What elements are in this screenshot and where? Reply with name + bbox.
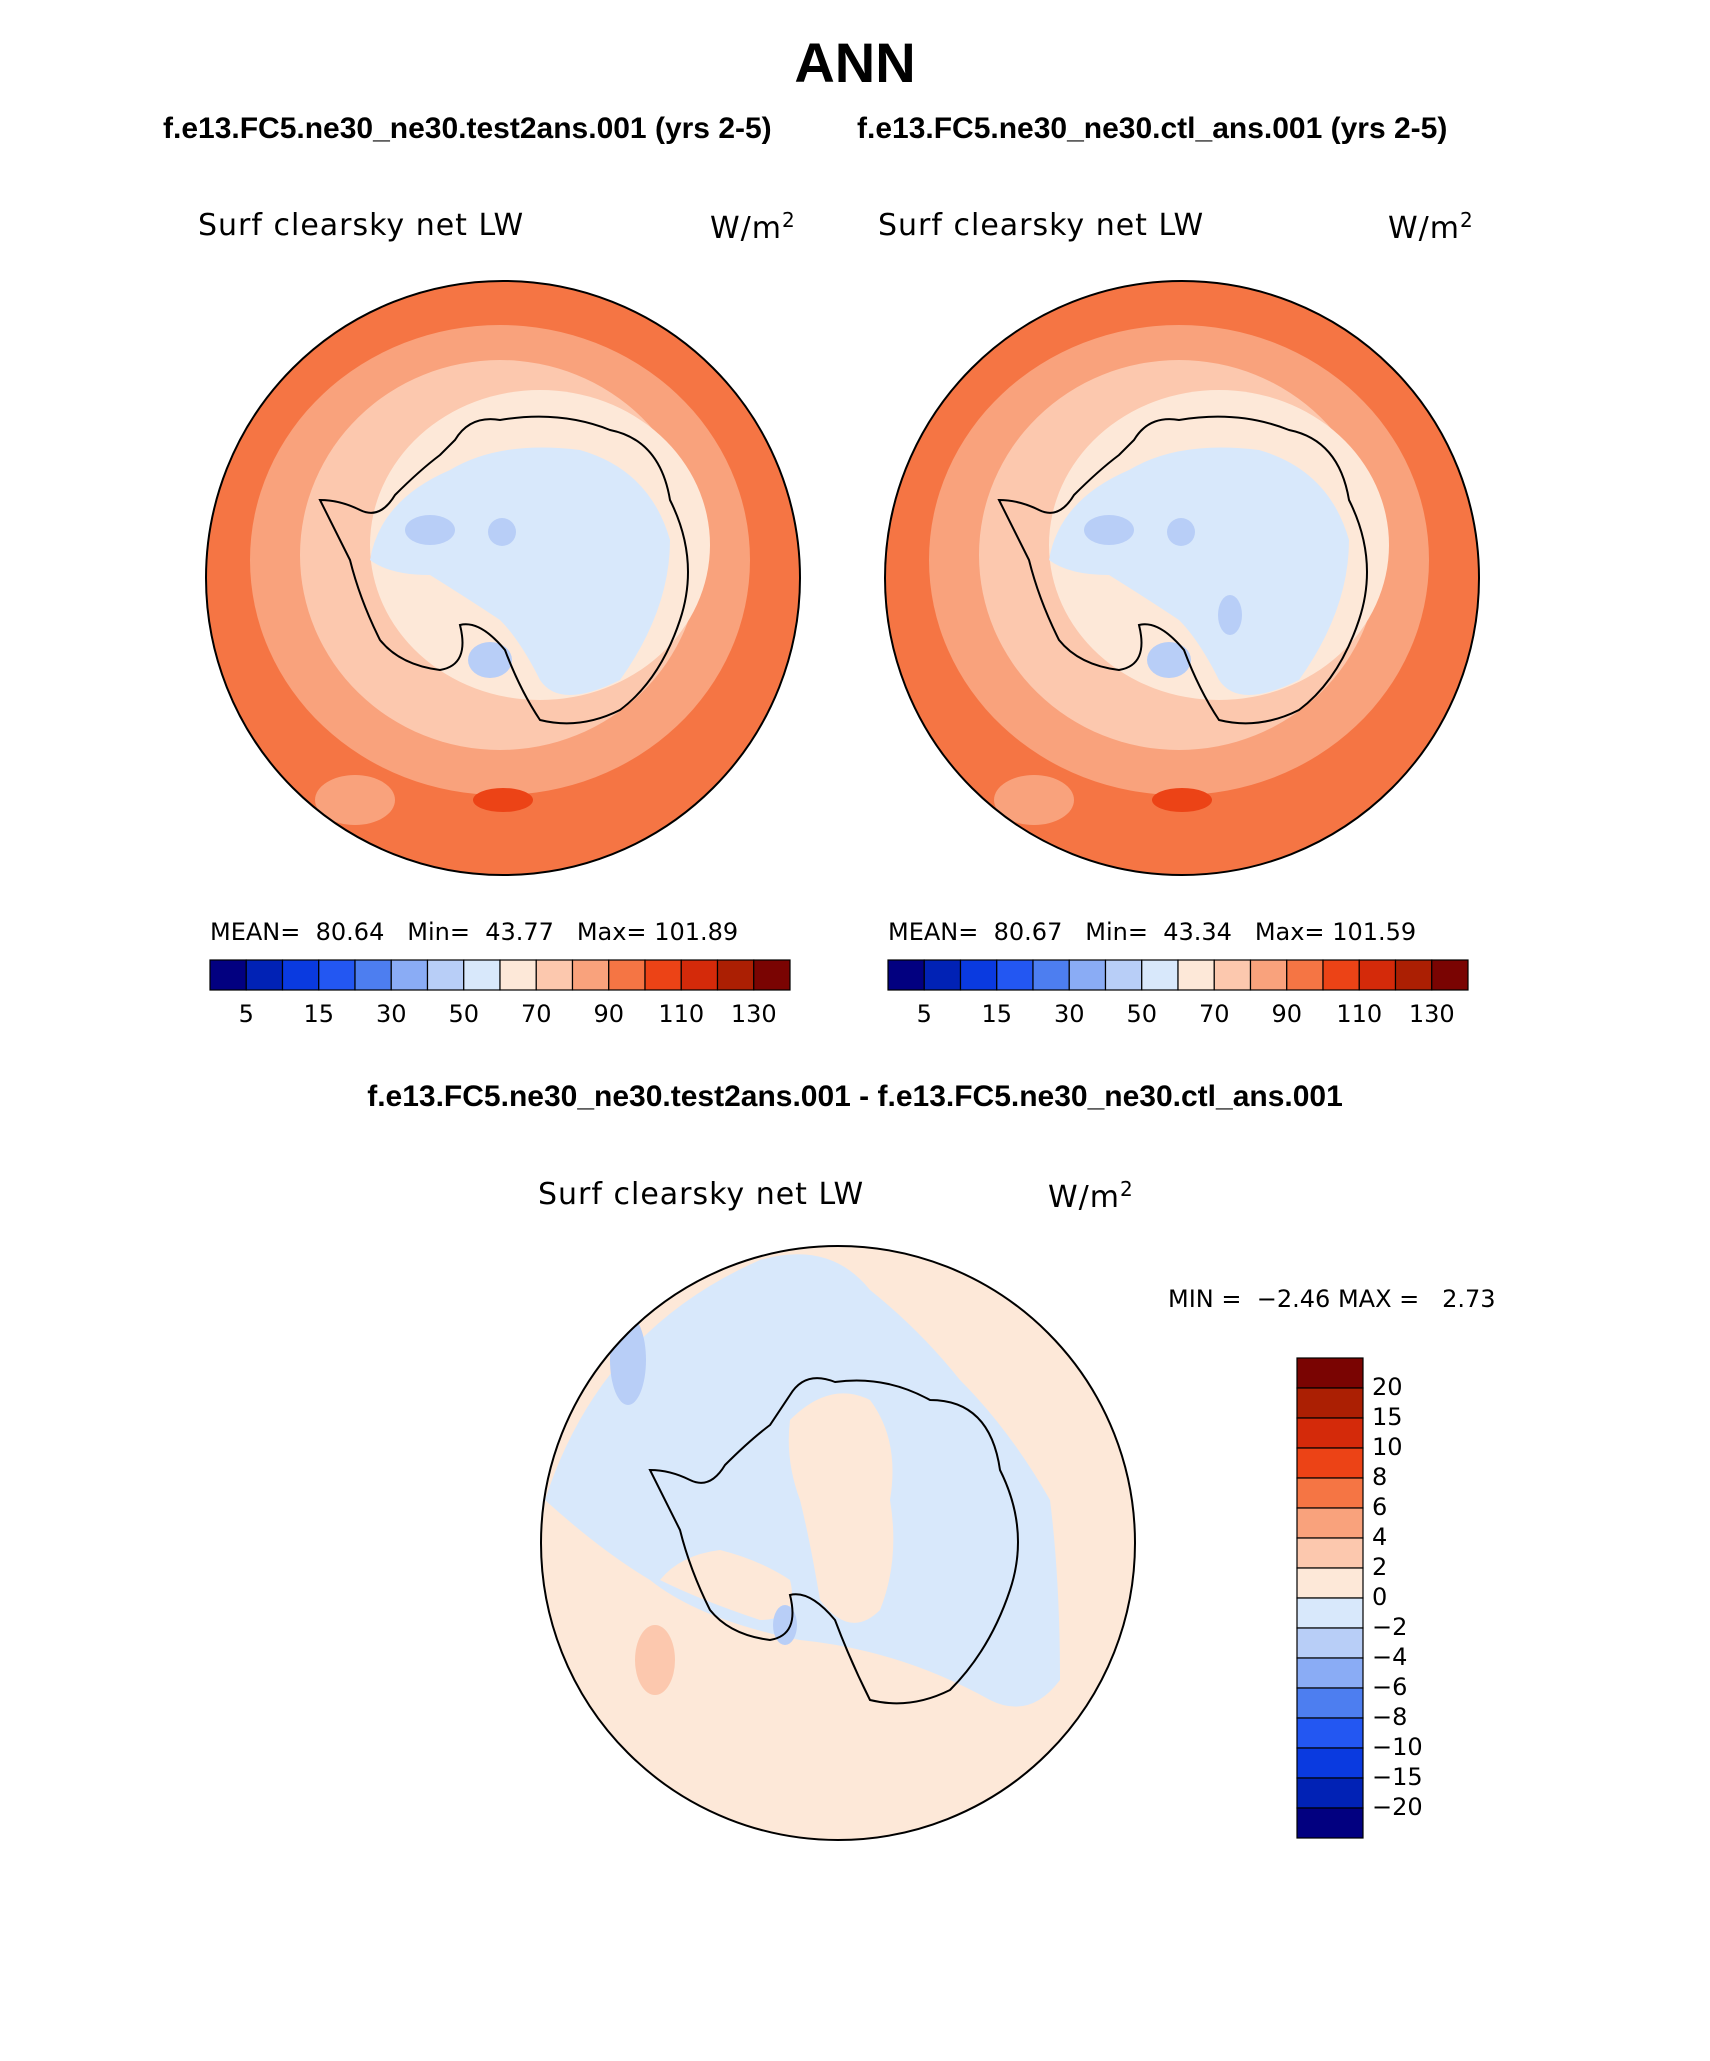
- right-variable-label: Surf clearsky net LW: [878, 208, 1205, 243]
- colorbar-swatch: [1296, 1477, 1364, 1509]
- left-variable-label: Surf clearsky net LW: [198, 208, 525, 243]
- colorbar-tick-label: 130: [730, 1000, 777, 1028]
- colorbar-swatch: [887, 959, 925, 991]
- colorbar-swatch: [463, 959, 501, 991]
- colorbar-swatch: [959, 959, 998, 991]
- colorbar-tick-label: −8: [1372, 1703, 1408, 1731]
- colorbar-swatch: [1296, 1807, 1364, 1839]
- right-stats: MEAN= 80.67 Min= 43.34 Max= 101.59: [888, 918, 1417, 946]
- left-case-title: f.e13.FC5.ne30_ne30.test2ans.001 (yrs 2-…: [163, 112, 772, 145]
- colorbar-swatch: [571, 959, 610, 991]
- colorbar-swatch: [1296, 1417, 1364, 1449]
- colorbar-swatch: [1249, 959, 1288, 991]
- colorbar-swatch: [390, 959, 429, 991]
- figure-title: ANN: [794, 31, 916, 94]
- colorbar-swatch: [1431, 959, 1469, 991]
- colorbar-swatch: [1032, 959, 1070, 991]
- colorbar-swatch: [1296, 1777, 1364, 1809]
- colorbar-swatch: [1296, 1687, 1364, 1719]
- colorbar-swatch: [1177, 959, 1215, 991]
- right-case-title: f.e13.FC5.ne30_ne30.ctl_ans.001 (yrs 2-5…: [857, 112, 1448, 145]
- colorbar-tick-label: 8: [1372, 1463, 1388, 1491]
- colorbar-tick-label: −4: [1372, 1643, 1408, 1671]
- colorbar-tick-label: −2: [1372, 1613, 1408, 1641]
- colorbar-swatch: [1358, 959, 1397, 991]
- colorbar-tick-label: 6: [1372, 1493, 1388, 1521]
- colorbar-tick-label: 130: [1408, 1000, 1455, 1028]
- diff-stats: MIN = −2.46 MAX = 2.73: [1168, 1285, 1496, 1313]
- colorbar-swatch: [1296, 1507, 1364, 1539]
- colorbar-tick-label: 110: [1336, 1000, 1383, 1028]
- colorbar-swatch: [1296, 1747, 1364, 1779]
- colorbar-swatch: [1296, 1537, 1364, 1569]
- colorbar-tick-label: 10: [1372, 1433, 1403, 1461]
- colorbar-swatch: [1296, 1387, 1364, 1419]
- colorbar-tick-label: 5: [916, 1000, 932, 1028]
- colorbar-tick-label: 70: [1198, 1000, 1230, 1028]
- colorbar-swatch: [608, 959, 646, 991]
- colorbar-swatch: [1141, 959, 1179, 991]
- diff-variable-label: Surf clearsky net LW: [538, 1177, 865, 1212]
- colorbar-swatch: [996, 959, 1034, 991]
- colorbar-tick-label: −15: [1372, 1763, 1423, 1791]
- colorbar-swatch: [1296, 1357, 1364, 1389]
- colorbar-swatch: [209, 959, 247, 991]
- colorbar-tick-label: 15: [1372, 1403, 1403, 1431]
- colorbar-tick-label: −20: [1372, 1793, 1423, 1821]
- colorbar-swatch: [281, 959, 320, 991]
- colorbar-swatch: [716, 959, 755, 991]
- colorbar-tick-label: 50: [448, 1000, 480, 1028]
- colorbar-swatch: [923, 959, 962, 991]
- colorbar-swatch: [753, 959, 791, 991]
- colorbar-tick-label: 90: [593, 1000, 625, 1028]
- colorbar-swatch: [1296, 1627, 1364, 1659]
- colorbar-tick-label: 50: [1126, 1000, 1158, 1028]
- right-colorbar: [887, 959, 1469, 991]
- colorbar-tick-label: 110: [658, 1000, 705, 1028]
- colorbar-tick-label: 70: [520, 1000, 552, 1028]
- colorbar-tick-label: 90: [1271, 1000, 1303, 1028]
- colorbar-swatch: [1286, 959, 1324, 991]
- colorbar-tick-label: 0: [1372, 1583, 1388, 1611]
- colorbar-swatch: [1296, 1597, 1364, 1629]
- colorbar-swatch: [1296, 1567, 1364, 1599]
- colorbar-swatch: [535, 959, 574, 991]
- left-units-label: W/m2: [710, 208, 796, 246]
- colorbar-tick-label: 15: [981, 1000, 1013, 1028]
- colorbar-swatch: [1213, 959, 1252, 991]
- right-units-label: W/m2: [1388, 208, 1474, 246]
- colorbar-swatch: [1296, 1447, 1364, 1479]
- colorbar-tick-label: −10: [1372, 1733, 1423, 1761]
- colorbar-tick-label: −6: [1372, 1673, 1408, 1701]
- left-colorbar: [209, 959, 791, 991]
- colorbar-swatch: [354, 959, 392, 991]
- colorbar-tick-label: 4: [1372, 1523, 1388, 1551]
- colorbar-tick-label: 5: [238, 1000, 254, 1028]
- colorbar-swatch: [499, 959, 537, 991]
- colorbar-swatch: [680, 959, 719, 991]
- colorbar-swatch: [644, 959, 682, 991]
- diff-title: f.e13.FC5.ne30_ne30.test2ans.001 - f.e13…: [367, 1080, 1343, 1113]
- colorbar-tick-label: 2: [1372, 1553, 1388, 1581]
- colorbar-tick-label: 30: [1053, 1000, 1085, 1028]
- colorbar-swatch: [1322, 959, 1360, 991]
- colorbar-swatch: [1104, 959, 1143, 991]
- colorbar-swatch: [1296, 1657, 1364, 1689]
- colorbar-swatch: [318, 959, 356, 991]
- colorbar-swatch: [1394, 959, 1433, 991]
- colorbar-swatch: [1296, 1717, 1364, 1749]
- colorbar-tick-label: 20: [1372, 1373, 1403, 1401]
- colorbar-tick-label: 15: [303, 1000, 335, 1028]
- left-stats: MEAN= 80.64 Min= 43.77 Max= 101.89: [210, 918, 739, 946]
- diff-colorbar: [1296, 1357, 1364, 1839]
- colorbar-tick-label: 30: [375, 1000, 407, 1028]
- colorbar-swatch: [426, 959, 465, 991]
- colorbar-swatch: [245, 959, 284, 991]
- diff-units-label: W/m2: [1048, 1177, 1134, 1215]
- colorbar-swatch: [1068, 959, 1107, 991]
